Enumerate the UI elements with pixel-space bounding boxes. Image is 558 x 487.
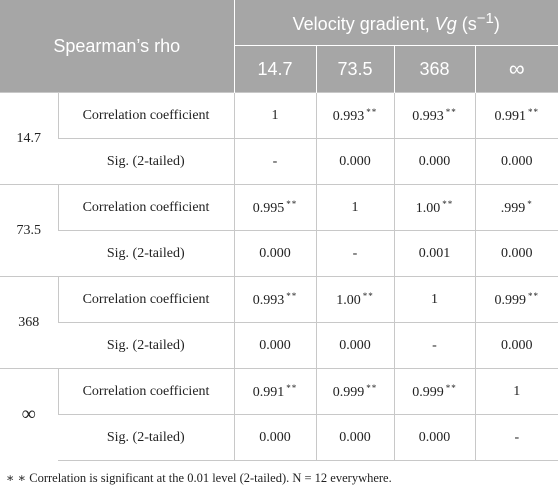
correlation-cell: 0.993 ** [233,276,316,323]
stat-label: Correlation coefficient [57,184,234,231]
row-header: 368 [0,276,58,369]
significance-marker: ** [528,290,540,301]
correlation-value: 1.00 [415,200,441,216]
significance-cell: 0.000 [315,138,394,185]
correlation-value: 1 [271,107,279,123]
table-row: Sig. (2-tailed) 0.000-0.001 0.000 [0,230,558,277]
correlation-cell: 1 [315,184,394,231]
correlation-cell: 1 [393,276,475,323]
significance-marker: ** [445,106,457,117]
correlation-value: 1 [351,199,359,215]
significance-cell: 0.000 [233,414,316,461]
significance-marker: ** [286,198,298,209]
correlation-cell: 0.993 ** [315,92,394,139]
correlation-cell: 1 [474,368,558,415]
group-header-close: ) [493,14,500,34]
correlation-cell: 0.993 ** [393,92,475,139]
correlation-table: Spearman’s rho Velocity gradient, Vg (s−… [0,0,558,461]
significance-cell: 0.000 [474,322,558,369]
significance-cell: - [393,322,475,369]
table-row: Sig. (2-tailed) 0.000 0.000 0.000- [0,414,558,461]
column-header: 73.5 [315,45,394,93]
column-header: 14.7 [233,45,316,93]
table-row: Sig. (2-tailed) 0.000 0.000-0.000 [0,322,558,369]
table-body: 14.7 Correlation coefficient 1 0.993 ** 0.993… [0,92,558,461]
correlation-cell: 1.00 ** [393,184,475,231]
stat-label: Correlation coefficient [57,92,234,139]
stat-label: Sig. (2-tailed) [58,322,234,369]
significance-marker: ** [362,290,374,301]
significance-cell: - [315,230,394,277]
correlation-value: 0.993 [332,108,365,124]
correlation-value: 0.999 [494,292,527,308]
group-header-unit: (s [456,14,477,34]
significance-marker: ** [366,106,378,117]
correlation-cell: 0.999 ** [474,276,558,323]
correlation-value: 1 [431,291,438,307]
significance-marker: * [527,198,533,209]
correlation-cell: 0.999 ** [315,368,394,415]
correlation-value: 0.995 [252,200,285,216]
significance-cell: - [474,414,558,461]
correlation-value: 1 [513,383,521,399]
correlation-cell: 0.991 ** [233,368,316,415]
correlation-cell: 1.00 ** [315,276,394,323]
correlation-value: 0.999 [332,384,365,400]
significance-cell: 0.000 [393,414,475,461]
stat-label: Correlation coefficient [57,368,234,415]
correlation-cell: 0.991 ** [474,92,558,139]
stat-label: Sig. (2-tailed) [58,414,234,461]
table-row: 368 Correlation coefficient 0.993 ** 1.00 ** 1… [0,276,558,369]
correlation-value: 1.00 [336,292,361,308]
significance-marker: ** [445,382,457,393]
significance-cell: 0.000 [315,322,394,369]
correlation-value: 0.991 [494,108,527,124]
significance-cell: 0.000 [393,138,475,185]
stat-label: Sig. (2-tailed) [58,138,234,185]
table-row: 14.7 Correlation coefficient 1 0.993 ** 0.993… [0,92,558,185]
stat-label: Correlation coefficient [57,276,234,323]
table-header: Spearman’s rho Velocity gradient, Vg (s−… [0,0,558,93]
significance-cell: 0.000 [315,414,394,461]
group-header: Velocity gradient, Vg (s−1) [233,0,558,46]
table-row: 73.5 Correlation coefficient 0.995 ** 1 1.00 *… [0,184,558,277]
correlation-value: 0.993 [412,108,444,124]
column-header: 368 [393,45,475,93]
correlation-value: .999 [500,200,526,216]
correlation-cell: 0.995 ** [233,184,316,231]
significance-marker: ** [286,290,298,301]
correlation-cell: 1 [233,92,316,139]
correlation-value: 0.999 [412,384,444,400]
significance-marker: ** [528,106,540,117]
group-header-variable: Vg [434,14,457,34]
row-header: ∞ [0,368,58,461]
row-header: 73.5 [0,184,58,277]
group-header-exponent: −1 [476,10,494,27]
table-row: ∞ Correlation coefficient 0.991 ** 0.999 ** 0.… [0,368,558,461]
significance-cell: 0.001 [393,230,475,277]
significance-cell: - [233,138,316,185]
significance-marker: ** [366,382,378,393]
correlation-cell: .999 * [474,184,558,231]
corner-header: Spearman’s rho [0,0,234,93]
stat-label: Sig. (2-tailed) [58,230,234,277]
table-footnote: ∗ ∗ Correlation is significant at the 0.… [6,471,392,485]
correlation-cell: 0.999 ** [393,368,475,415]
correlation-value: 0.991 [252,384,285,400]
significance-marker: ** [286,382,298,393]
significance-marker: ** [442,198,454,209]
significance-cell: 0.000 [233,230,316,277]
significance-cell: 0.000 [233,322,316,369]
group-header-prefix: Velocity gradient, [292,14,435,34]
correlation-value: 0.993 [252,292,285,308]
column-header: ∞ [474,45,558,93]
significance-cell: 0.000 [474,138,558,185]
row-header: 14.7 [0,92,58,185]
table-row: Sig. (2-tailed) -0.000 0.000 0.000 [0,138,558,185]
significance-cell: 0.000 [474,230,558,277]
